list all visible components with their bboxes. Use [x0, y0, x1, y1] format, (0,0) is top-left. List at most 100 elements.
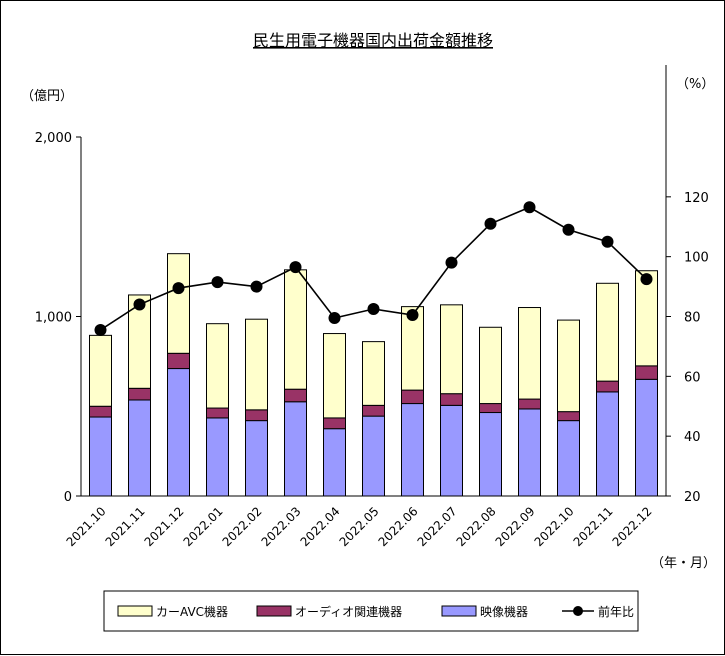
- bar-segment-2-12: [557, 319, 580, 413]
- bar-segment-0-0: [89, 416, 112, 497]
- bar-segment-1-3: [206, 407, 229, 419]
- line-point-7: [367, 303, 380, 316]
- y-left-tick-label: 0: [64, 490, 72, 505]
- legend-label-0: カーAVC機器: [156, 604, 228, 619]
- line-point-13: [601, 235, 614, 248]
- bar-segment-2-14: [635, 270, 658, 367]
- legend-swatch-2: [441, 605, 477, 617]
- bar-segment-0-9: [440, 404, 463, 497]
- x-tick-label: 2021.11: [103, 504, 148, 549]
- chart-title: 民生用電子機器国内出荷金額推移: [253, 31, 493, 50]
- bar-segment-0-8: [401, 403, 424, 497]
- bar-segment-1-2: [167, 352, 190, 370]
- line-point-6: [328, 311, 341, 324]
- line-point-4: [250, 280, 263, 293]
- y-right-tick-label: 40: [684, 430, 701, 445]
- bar-segment-1-10: [479, 403, 502, 414]
- bar-segment-1-7: [362, 404, 385, 417]
- y-right-tick-label: 120: [684, 191, 709, 206]
- line-point-3: [211, 276, 224, 289]
- x-unit-label: （年・月）: [651, 556, 716, 571]
- line-point-2: [172, 282, 185, 295]
- y-right-tick-label: 20: [684, 490, 701, 505]
- legend: カーAVC機器 オーディオ関連機器 映像機器 前年比: [103, 590, 639, 632]
- bar-segment-1-12: [557, 411, 580, 422]
- bar-segment-0-3: [206, 417, 229, 497]
- x-tick-label: 2022.09: [493, 504, 538, 549]
- y-left-tick-label: 1,000: [35, 311, 72, 326]
- bar-segment-1-14: [635, 365, 658, 380]
- legend-box: [103, 590, 639, 632]
- x-tick-label: 2022.05: [337, 504, 382, 549]
- line-point-9: [445, 256, 458, 269]
- bar-segment-2-3: [206, 323, 229, 409]
- bar-segment-2-0: [89, 334, 112, 407]
- bar-segment-2-5: [284, 269, 307, 390]
- bar-segment-2-11: [518, 307, 541, 400]
- bar-segment-1-8: [401, 389, 424, 405]
- x-tick-label: 2022.10: [532, 504, 577, 549]
- bar-segment-0-11: [518, 408, 541, 497]
- x-tick-label: 2022.03: [259, 504, 304, 549]
- x-tick-label: 2022.12: [610, 504, 655, 549]
- bar-segment-1-13: [596, 380, 619, 393]
- bar-segment-0-7: [362, 415, 385, 497]
- line-point-11: [523, 201, 536, 214]
- bar-segment-1-11: [518, 398, 541, 410]
- line-point-5: [289, 261, 302, 274]
- x-tick-label: 2021.12: [142, 504, 187, 549]
- bar-segment-2-7: [362, 341, 385, 406]
- bar-segment-1-0: [89, 405, 112, 418]
- x-tick-label: 2022.08: [454, 504, 499, 549]
- x-tick-label: 2022.02: [220, 504, 265, 549]
- bar-segment-0-5: [284, 401, 307, 497]
- legend-swatch-0: [117, 605, 153, 617]
- bar-segment-0-13: [596, 391, 619, 497]
- line-point-14: [640, 273, 653, 286]
- line-point-12: [562, 223, 575, 236]
- line-point-0: [94, 323, 107, 336]
- bar-segment-0-1: [128, 399, 151, 497]
- legend-label-3: 前年比: [598, 604, 634, 619]
- bar-segment-1-4: [245, 409, 268, 422]
- bar-segment-1-6: [323, 417, 346, 430]
- bar-segment-1-5: [284, 388, 307, 403]
- bar-segment-1-1: [128, 387, 151, 401]
- x-tick-label: 2022.04: [298, 504, 343, 549]
- y-left-unit-label: （億円）: [21, 88, 73, 104]
- bar-segment-2-9: [440, 304, 463, 395]
- y-right-tick-label: 60: [684, 370, 701, 385]
- legend-swatch-1: [256, 605, 292, 617]
- bar-segment-2-8: [401, 306, 424, 391]
- bar-segment-2-4: [245, 318, 268, 411]
- bar-segment-0-6: [323, 428, 346, 497]
- bar-segment-0-14: [635, 378, 658, 497]
- bar-segment-2-6: [323, 333, 346, 419]
- x-tick-label: 2022.11: [571, 504, 616, 549]
- legend-marker-3: [573, 606, 583, 616]
- y-right-tick-label: 80: [684, 311, 701, 326]
- y-right-tick-label: 100: [684, 251, 709, 266]
- bar-segment-0-10: [479, 412, 502, 497]
- bar-segment-1-9: [440, 393, 463, 406]
- y-left-tick-label: 2,000: [35, 131, 72, 146]
- legend-label-2: 映像機器: [480, 604, 528, 619]
- bar-segment-0-2: [167, 368, 190, 497]
- x-tick-label: 2022.01: [181, 504, 226, 549]
- bar-segment-2-2: [167, 253, 190, 354]
- bar-segment-2-13: [596, 282, 619, 382]
- line-point-8: [406, 309, 419, 322]
- bar-segment-0-4: [245, 420, 268, 497]
- bar-segment-2-1: [128, 294, 151, 389]
- legend-label-1: オーディオ関連機器: [295, 604, 402, 619]
- plot-area: 01,0002,000204060801001202021.102021.112…: [35, 65, 709, 549]
- x-tick-label: 2021.10: [64, 504, 109, 549]
- bar-segment-2-10: [479, 326, 502, 405]
- bar-segment-0-12: [557, 420, 580, 497]
- x-tick-label: 2022.07: [415, 504, 460, 549]
- x-tick-label: 2022.06: [376, 504, 421, 549]
- line-point-1: [133, 298, 146, 311]
- line-point-10: [484, 217, 497, 230]
